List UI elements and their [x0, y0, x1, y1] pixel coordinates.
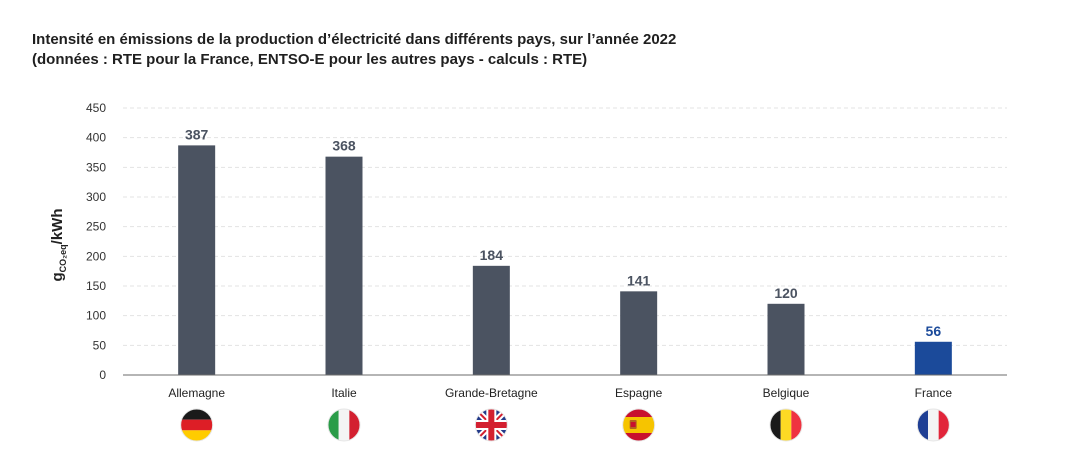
y-tick-label: 250 [86, 220, 106, 234]
x-axis: Allemagne Italie Grande-Bretagne Espagne Bel… [123, 374, 1007, 400]
y-tick-label: 450 [86, 101, 106, 115]
united-kingdom-flag-icon [474, 408, 508, 442]
y-axis-label-subscript: CO₂eq [58, 244, 68, 272]
bars [178, 145, 952, 375]
y-axis-label-base: g [49, 272, 66, 281]
y-tick-label: 350 [86, 160, 106, 174]
data-label: 120 [774, 285, 798, 301]
data-label: 387 [185, 126, 209, 142]
y-tick-label: 0 [99, 368, 106, 382]
bar [914, 341, 952, 375]
bar [325, 156, 363, 375]
y-axis-label-suffix: /kWh [49, 208, 66, 244]
x-tick-label: France [915, 386, 953, 400]
y-tick-label: 200 [86, 249, 106, 263]
y-tick-label: 150 [86, 279, 106, 293]
bar [767, 303, 805, 375]
data-label: 141 [627, 272, 651, 288]
x-tick-label: Grande-Bretagne [445, 386, 538, 400]
chart-subtitle-line: (données : RTE pour la France, ENTSO-E p… [32, 51, 588, 68]
chart-title-line: Intensité en émissions de la production … [32, 31, 677, 48]
belgium-flag-icon [769, 408, 803, 442]
x-tick-label: Italie [331, 386, 357, 400]
flags [180, 408, 950, 442]
y-axis: 0 50 100 150 200 250 300 350 400 450 [86, 101, 106, 382]
chart-title: Intensité en émissions de la production … [32, 30, 676, 70]
data-label: 368 [332, 138, 356, 154]
gridlines [123, 107, 1007, 346]
spain-flag-icon [622, 408, 656, 442]
france-flag-icon [916, 408, 950, 442]
germany-flag-icon [180, 408, 214, 442]
data-label: 184 [480, 247, 504, 263]
data-label: 56 [926, 323, 942, 339]
y-axis-label: gCO₂eq/kWh [49, 208, 68, 281]
bar [178, 145, 216, 375]
x-tick-label: Espagne [615, 386, 663, 400]
bar [620, 291, 658, 375]
x-tick-label: Allemagne [168, 386, 225, 400]
y-tick-label: 100 [86, 309, 106, 323]
data-labels: 387 368 184 141 120 56 [185, 126, 941, 338]
y-tick-label: 300 [86, 190, 106, 204]
italy-flag-icon [327, 408, 361, 442]
x-tick-label: Belgique [763, 386, 810, 400]
bar [472, 265, 510, 375]
y-tick-label: 400 [86, 131, 106, 145]
y-tick-label: 50 [93, 338, 107, 352]
